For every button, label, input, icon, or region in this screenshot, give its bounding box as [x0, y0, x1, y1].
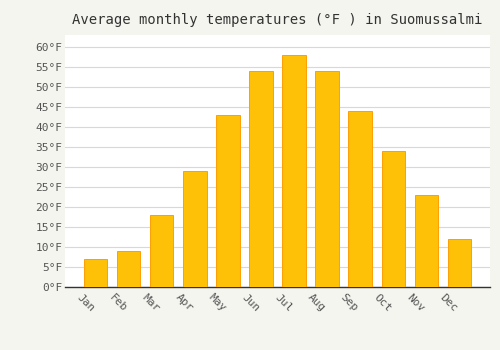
Bar — [184, 171, 206, 287]
Bar — [414, 195, 438, 287]
Bar — [250, 71, 272, 287]
Bar — [316, 71, 338, 287]
Bar — [282, 55, 306, 287]
Bar — [150, 215, 174, 287]
Bar — [448, 239, 470, 287]
Bar — [118, 251, 141, 287]
Title: Average monthly temperatures (°F ) in Suomussalmi: Average monthly temperatures (°F ) in Su… — [72, 13, 482, 27]
Bar — [348, 111, 372, 287]
Bar — [382, 151, 404, 287]
Bar — [216, 115, 240, 287]
Bar — [84, 259, 108, 287]
